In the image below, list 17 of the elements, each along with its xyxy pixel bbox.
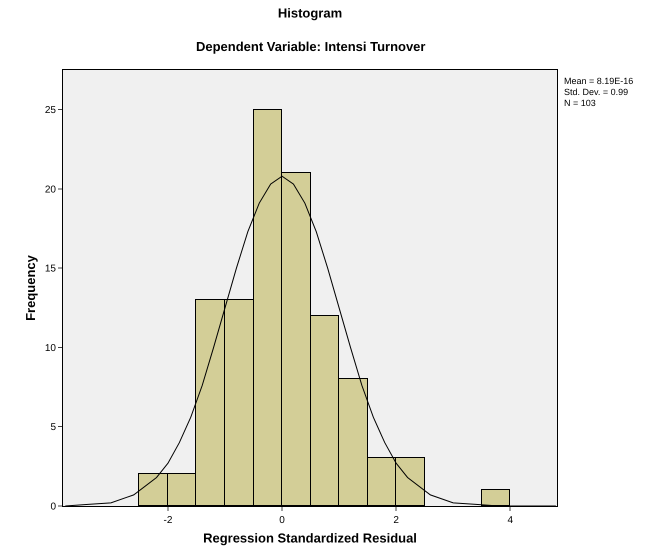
x-tick-label: 2 [393, 515, 400, 526]
x-tick-label: 4 [507, 515, 514, 526]
x-axis-title: Regression Standardized Residual [203, 530, 417, 546]
y-axis-title: Frequency [22, 254, 38, 321]
y-tick-label: 0 [50, 502, 56, 512]
chart-subtitle: Dependent Variable: Intensi Turnover [196, 39, 426, 54]
text: Mean = 8.19E-16 [564, 76, 634, 86]
y-tick-label: 10 [44, 342, 56, 354]
x-tick-label: 0 [279, 515, 286, 526]
text: N = 103 [564, 98, 596, 108]
y-tick-label: 15 [44, 264, 56, 275]
x-tick-label: -2 [164, 515, 173, 526]
chart-title: Histogram [278, 5, 342, 20]
text: Std. Dev. = 0.99 [564, 87, 628, 97]
y-tick-label: 5 [50, 422, 56, 434]
y-tick-label: 20 [44, 184, 56, 196]
y-tick-label: 25 [44, 105, 56, 116]
